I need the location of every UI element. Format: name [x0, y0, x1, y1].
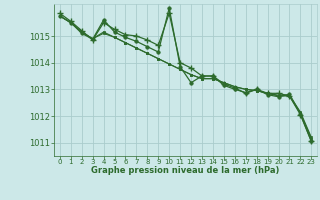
X-axis label: Graphe pression niveau de la mer (hPa): Graphe pression niveau de la mer (hPa) [92, 166, 280, 175]
